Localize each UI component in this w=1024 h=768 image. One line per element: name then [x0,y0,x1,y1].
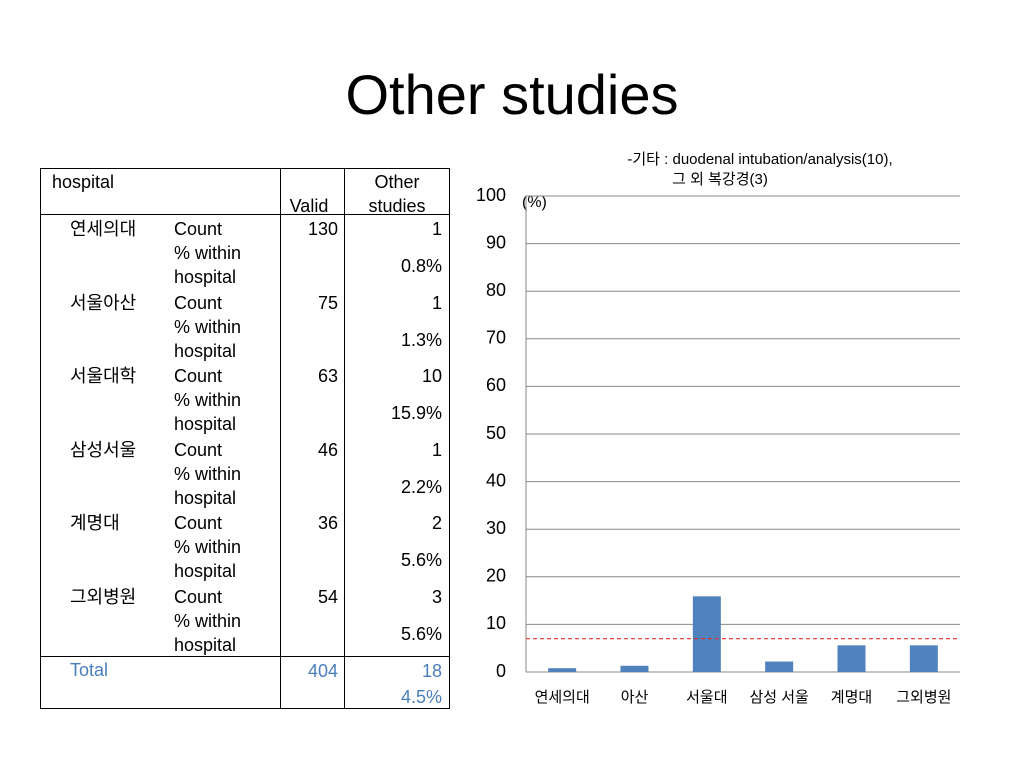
hospital-name: 서울아산 [70,292,137,313]
total-label: Total [70,660,109,680]
x-tick-label: 그외병원 [896,689,951,706]
bar [548,668,577,672]
row-label: Count [174,439,223,460]
x-tick-label: 연세의대 [535,689,590,706]
table-border [40,168,41,709]
other-cell: 3 [431,587,442,607]
row-label: Count [174,366,223,387]
annotation: -기타 : duodenal intubation/analysis(10), [627,151,892,168]
y-tick-label: 30 [486,518,506,538]
hospital-name: 계명대 [70,513,120,534]
bar [765,661,794,672]
annotation: 그 외 복강경(3) [672,171,768,188]
table-border [280,168,281,709]
valid-cell: 46 [317,439,338,460]
other-cell: 1 [431,439,442,460]
pct-cell: 5.6% [400,550,442,571]
y-axis-label: (%) [522,194,547,211]
bar [909,645,938,672]
pct-cell: 0.8% [400,256,442,276]
other-cell: 1 [431,292,442,313]
pct-cell: 2.2% [400,476,442,497]
hospital-name: 서울대학 [70,366,137,387]
hospital-name: 연세의대 [70,219,137,239]
pct-cell: 15.9% [390,403,442,424]
header-cell: Valid [289,196,329,216]
total-pct: 4.5% [400,687,442,707]
table-border [40,168,450,169]
y-tick-label: 100 [476,185,506,205]
y-tick-label: 0 [496,661,506,681]
row-label: % within hospital [174,243,242,287]
x-tick-label: 서울대 [686,689,727,706]
valid-cell: 54 [317,587,338,607]
y-tick-label: 80 [486,280,506,300]
y-tick-label: 50 [486,423,506,443]
x-tick-label: 계명대 [831,689,872,706]
bar [692,596,721,672]
header-cell: Other studies [368,172,426,216]
total-other: 18 [421,661,442,681]
y-tick-label: 20 [486,566,506,586]
table-border [40,656,450,657]
total-valid: 404 [307,661,338,681]
row-label: Count [174,219,223,239]
hospital-name: 삼성서울 [70,439,137,460]
other-cell: 1 [431,219,442,239]
other-cell: 10 [421,366,442,387]
valid-cell: 130 [307,219,338,239]
row-label: % within hospital [174,537,242,582]
valid-cell: 75 [317,292,338,313]
y-tick-label: 10 [486,613,506,633]
table-border [344,168,345,709]
x-tick-label: 삼성 서울 [749,689,808,706]
y-tick-label: 90 [486,232,506,252]
hospital-name: 그외병원 [70,587,137,607]
table-border [449,168,450,709]
valid-cell: 63 [317,366,338,387]
row-label: % within hospital [174,390,242,435]
table-border [40,708,450,709]
row-label: % within hospital [174,611,242,655]
valid-cell: 36 [317,513,338,534]
bar [837,645,866,672]
row-label: % within hospital [174,463,242,508]
other-cell: 2 [431,513,442,534]
table-border [40,214,450,215]
row-label: Count [174,513,223,534]
y-tick-label: 60 [486,375,506,395]
x-tick-label: 아산 [621,689,649,706]
y-tick-label: 40 [486,470,506,490]
pct-cell: 1.3% [400,329,442,350]
bar [620,665,649,672]
header-cell: hospital [52,172,115,192]
row-label: Count [174,292,223,313]
row-label: Count [174,587,223,607]
slide-title: Other studies [345,63,679,126]
row-label: % within hospital [174,316,242,361]
pct-cell: 5.6% [400,624,442,644]
y-tick-label: 70 [486,328,506,348]
